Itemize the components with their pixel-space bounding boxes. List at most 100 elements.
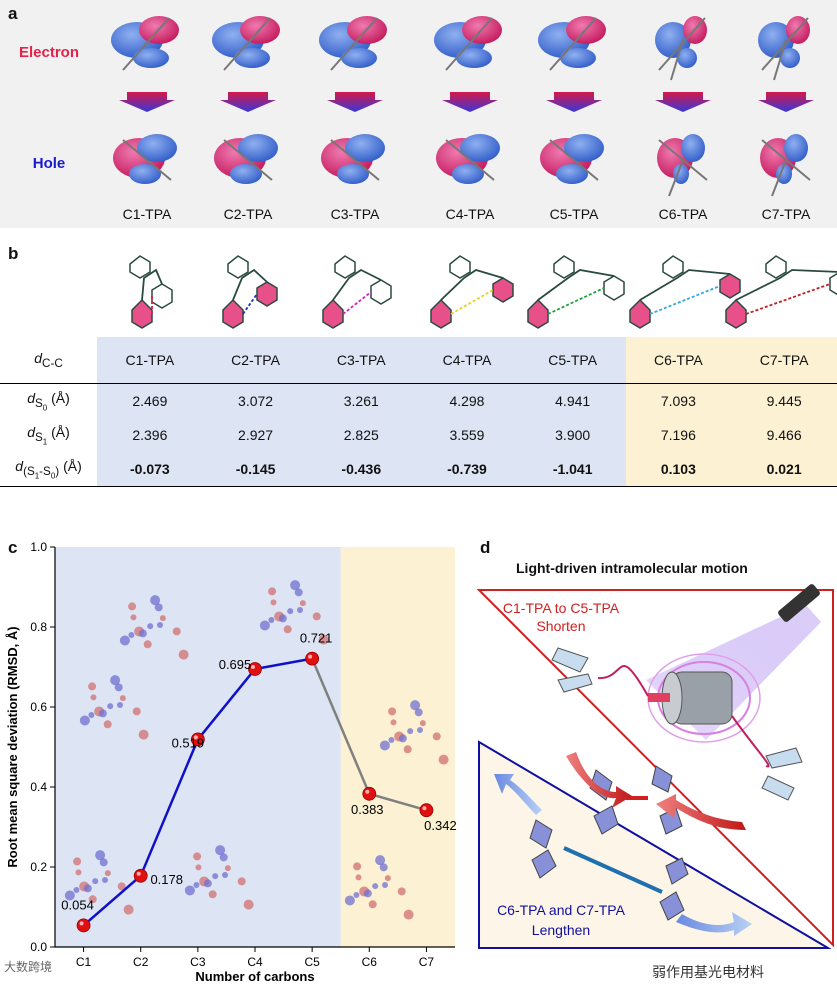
down-arrow-icon [758, 92, 814, 112]
hole-label: Hole [32, 155, 66, 172]
table-cell: 3.261 [308, 383, 415, 418]
molecule-skeleton-2 [222, 255, 278, 329]
compound-label-1: C1-TPA [122, 206, 172, 222]
panel-d-letter: d [480, 538, 491, 557]
data-point-C2 [133, 868, 148, 883]
down-arrow-icon [119, 92, 175, 112]
molecular-structures [129, 255, 837, 329]
dcc-label: dC-C [0, 337, 97, 384]
molecule-skeleton-4 [430, 255, 514, 329]
x-axis-label: Number of carbons [195, 969, 314, 984]
hole-orbital-5 [540, 134, 604, 184]
compound-label-2: C2-TPA [223, 206, 273, 222]
table-cell: -0.145 [202, 452, 309, 487]
y-tick-label: 0.0 [30, 940, 47, 954]
header-c1: C1-TPA [97, 337, 203, 384]
header-c3: C3-TPA [308, 337, 415, 384]
header-c6: C6-TPA [625, 337, 732, 384]
molecule-skeleton-3 [322, 255, 392, 329]
electron-orbital-7 [758, 16, 810, 81]
panel-d: d Light-driven intramolecular motion [476, 530, 837, 988]
x-tick-label: C2 [133, 955, 149, 969]
flashlight-icon [778, 584, 820, 622]
data-point-C7 [419, 803, 434, 818]
hole-orbital-6 [657, 134, 708, 197]
table-cell: 0.021 [731, 452, 837, 487]
distance-table: dC-C C1-TPA C2-TPA C3-TPA C4-TPA C5-TPA … [0, 337, 837, 487]
data-point-highlight [251, 665, 255, 669]
watermark-left: 大数跨境 [4, 960, 53, 974]
ds0-label: dS0 (Å) [27, 389, 70, 413]
x-tick-label: C6 [362, 955, 378, 969]
data-label-C1: 0.054 [61, 897, 94, 912]
blue-arrow-right [676, 912, 752, 936]
header-c4: C4-TPA [414, 337, 520, 384]
molecule-skeleton-7 [725, 255, 837, 329]
table-cell: 3.072 [202, 383, 309, 418]
table-header-row: dC-C C1-TPA C2-TPA C3-TPA C4-TPA C5-TPA … [0, 337, 837, 384]
compound-label-6: C6-TPA [658, 206, 708, 222]
down-arrow-icon [442, 92, 498, 112]
electron-orbital-3 [319, 16, 387, 71]
hole-orbital-3 [321, 134, 385, 184]
region-c6-c7 [340, 547, 455, 947]
table-cell: -0.739 [414, 452, 520, 487]
x-tick-label: C7 [419, 955, 435, 969]
molecule-overlay-icon [344, 855, 414, 920]
y-tick-label: 1.0 [30, 540, 47, 554]
table-row-diff: d(S1-S0) (Å) -0.073 -0.145 -0.436 -0.739… [0, 452, 837, 487]
compound-label-5: C5-TPA [549, 206, 599, 222]
panel-a: a Electron Hole C1-TPA C2-TPA C3-TPA C4-TPA… [0, 0, 837, 228]
compound-label-7: C7-TPA [761, 206, 811, 222]
data-point-highlight [193, 735, 198, 740]
x-tick-label: C5 [304, 955, 320, 969]
molecule-skeleton-5 [527, 255, 625, 329]
blue-arrow-left [494, 774, 542, 815]
red-arrow-right [656, 794, 746, 830]
table-cell: 2.927 [202, 418, 309, 452]
hole-orbital-7 [760, 134, 811, 197]
molecule-overlay-icon [64, 850, 134, 915]
molecule-overlays [64, 580, 449, 920]
table-cell: 7.196 [625, 418, 732, 452]
data-point-highlight [136, 871, 141, 876]
y-tick-label: 0.4 [30, 780, 47, 794]
data-point-highlight [308, 654, 313, 659]
molecule-skeleton-1 [129, 255, 173, 329]
molecule-overlay-icon [259, 580, 329, 645]
y-tick-label: 0.8 [30, 620, 47, 634]
header-c2: C2-TPA [202, 337, 309, 384]
table-cell: 9.466 [731, 418, 837, 452]
data-point-C6 [362, 786, 377, 801]
data-point-C1 [76, 918, 91, 933]
data-label-C5: 0.721 [300, 631, 333, 646]
table-cell: 2.396 [97, 418, 203, 452]
x-tick-label: C3 [190, 955, 206, 969]
down-arrow-icon [327, 92, 383, 112]
lengthen-line2: Lengthen [531, 922, 591, 938]
red-arrow-left [566, 752, 632, 808]
table-row-ds0: dS0 (Å) 2.469 3.072 3.261 4.298 4.941 7.… [0, 383, 837, 418]
motor-icon [647, 653, 761, 743]
molecule-overlay-icon [79, 675, 149, 740]
molecule-overlay-icon [119, 595, 189, 660]
header-c7: C7-TPA [731, 337, 837, 384]
shorten-line2: Shorten [536, 618, 586, 634]
panel-c-letter: c [8, 538, 18, 557]
shorten-line1: C1-TPA to C5-TPA [502, 600, 620, 616]
motion-illustration [476, 584, 834, 949]
data-point-highlight [365, 789, 370, 794]
table-cell: 7.093 [625, 383, 732, 418]
down-arrow-icon [220, 92, 276, 112]
y-axis-label: Root mean square deviation (RMSD, Å) [5, 626, 20, 867]
x-tick-label: C1 [76, 955, 92, 969]
lengthen-frame [478, 740, 832, 949]
molecule-skeleton-6 [629, 255, 741, 329]
orbital-illustrations [111, 16, 814, 197]
hole-orbital-1 [113, 134, 177, 184]
electron-orbital-5 [538, 16, 606, 71]
panel-c: c 0.0 0.2 0.4 0.6 0.8 1.0 C1 C2 C3 C4 C5 C6 C7 0.05… [0, 530, 470, 988]
down-arrow-icon [655, 92, 711, 112]
table-cell: 3.900 [519, 418, 626, 452]
panel-b-letter: b [8, 244, 19, 263]
